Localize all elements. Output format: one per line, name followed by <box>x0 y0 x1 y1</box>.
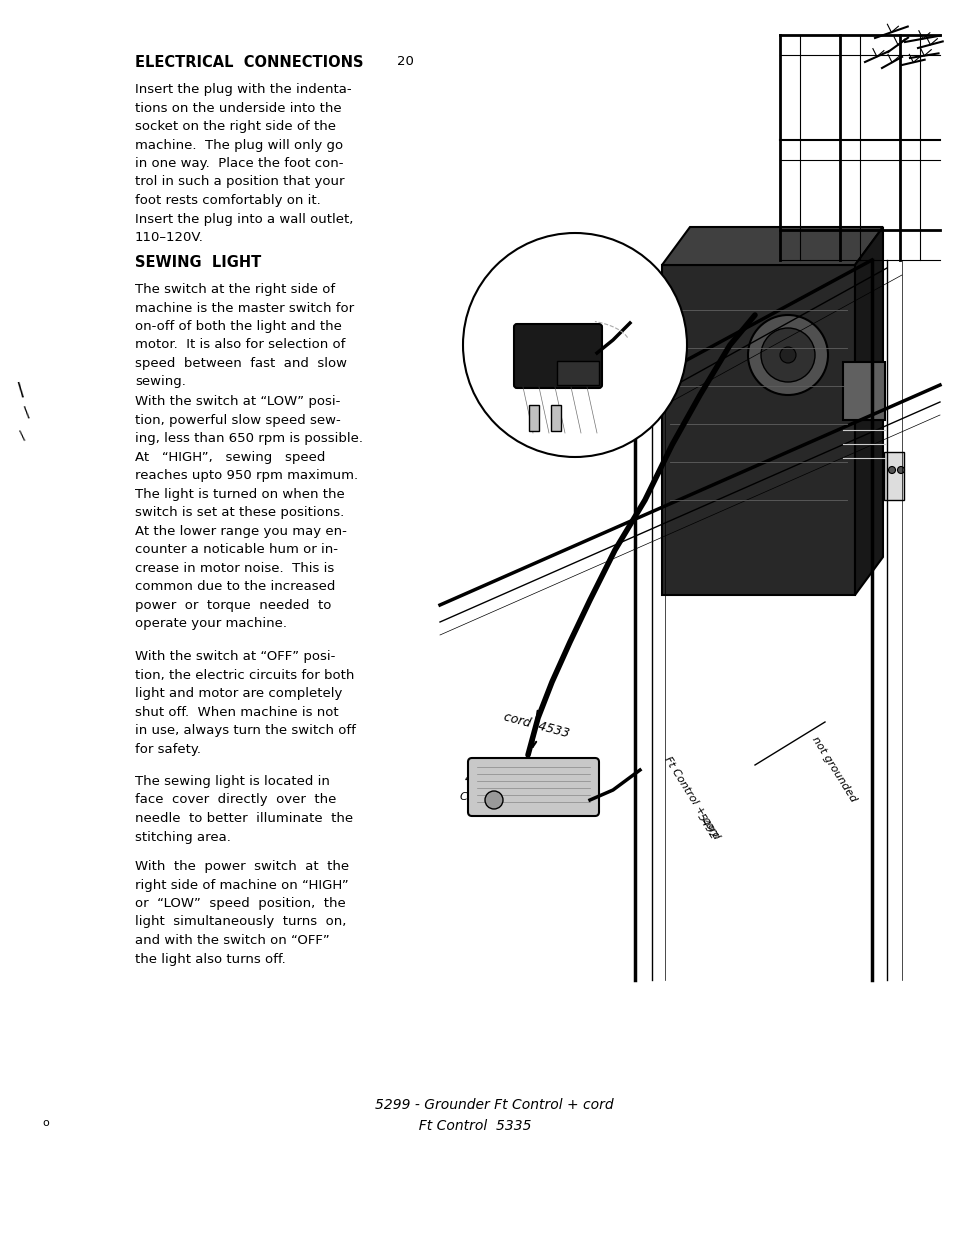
Text: o: o <box>42 1118 49 1128</box>
Bar <box>883 452 903 500</box>
Text: \: \ <box>22 405 30 421</box>
Text: 20: 20 <box>396 56 414 68</box>
Bar <box>557 361 598 385</box>
Text: cord  4533: cord 4533 <box>501 710 570 740</box>
Bar <box>529 405 538 431</box>
Circle shape <box>462 233 686 457</box>
Circle shape <box>484 790 502 809</box>
Circle shape <box>897 467 903 473</box>
Circle shape <box>760 329 814 382</box>
Text: 4371: 4371 <box>464 772 495 785</box>
Text: The sewing light is located in
face  cover  directly  over  the
needle  to bette: The sewing light is located in face cove… <box>135 776 353 844</box>
FancyBboxPatch shape <box>514 324 601 388</box>
Text: The switch at the right side of
machine is the master switch for
on-off of both : The switch at the right side of machine … <box>135 283 354 389</box>
Text: With the switch at “OFF” posi-
tion, the electric circuits for both
light and mo: With the switch at “OFF” posi- tion, the… <box>135 650 355 756</box>
FancyBboxPatch shape <box>468 758 598 816</box>
Text: 5492: 5492 <box>695 811 718 841</box>
Text: \: \ <box>18 429 27 442</box>
Polygon shape <box>661 227 882 266</box>
Text: not grounded: not grounded <box>809 735 858 804</box>
Text: ELECTRICAL  CONNECTIONS: ELECTRICAL CONNECTIONS <box>135 56 363 70</box>
Bar <box>551 405 560 431</box>
Text: \: \ <box>15 380 25 400</box>
Bar <box>661 266 854 595</box>
Text: 5299 - Grounder Ft Control + cord
          Ft Control  5335: 5299 - Grounder Ft Control + cord Ft Con… <box>375 1098 613 1132</box>
Circle shape <box>747 315 827 395</box>
Text: Centire m: Centire m <box>459 792 515 802</box>
Text: With  the  power  switch  at  the
right side of machine on “HIGH”
or  “LOW”  spe: With the power switch at the right side … <box>135 860 349 966</box>
Text: With the switch at “LOW” posi-
tion, powerful slow speed sew-
ing, less than 650: With the switch at “LOW” posi- tion, pow… <box>135 395 363 630</box>
Text: Ft Control + cord: Ft Control + cord <box>661 755 720 841</box>
Circle shape <box>887 467 895 473</box>
Bar <box>842 362 884 420</box>
Text: SEWING  LIGHT: SEWING LIGHT <box>135 254 261 270</box>
Text: Insert the plug with the indenta-
tions on the underside into the
socket on the : Insert the plug with the indenta- tions … <box>135 83 353 245</box>
Polygon shape <box>854 227 882 595</box>
Circle shape <box>780 347 795 363</box>
